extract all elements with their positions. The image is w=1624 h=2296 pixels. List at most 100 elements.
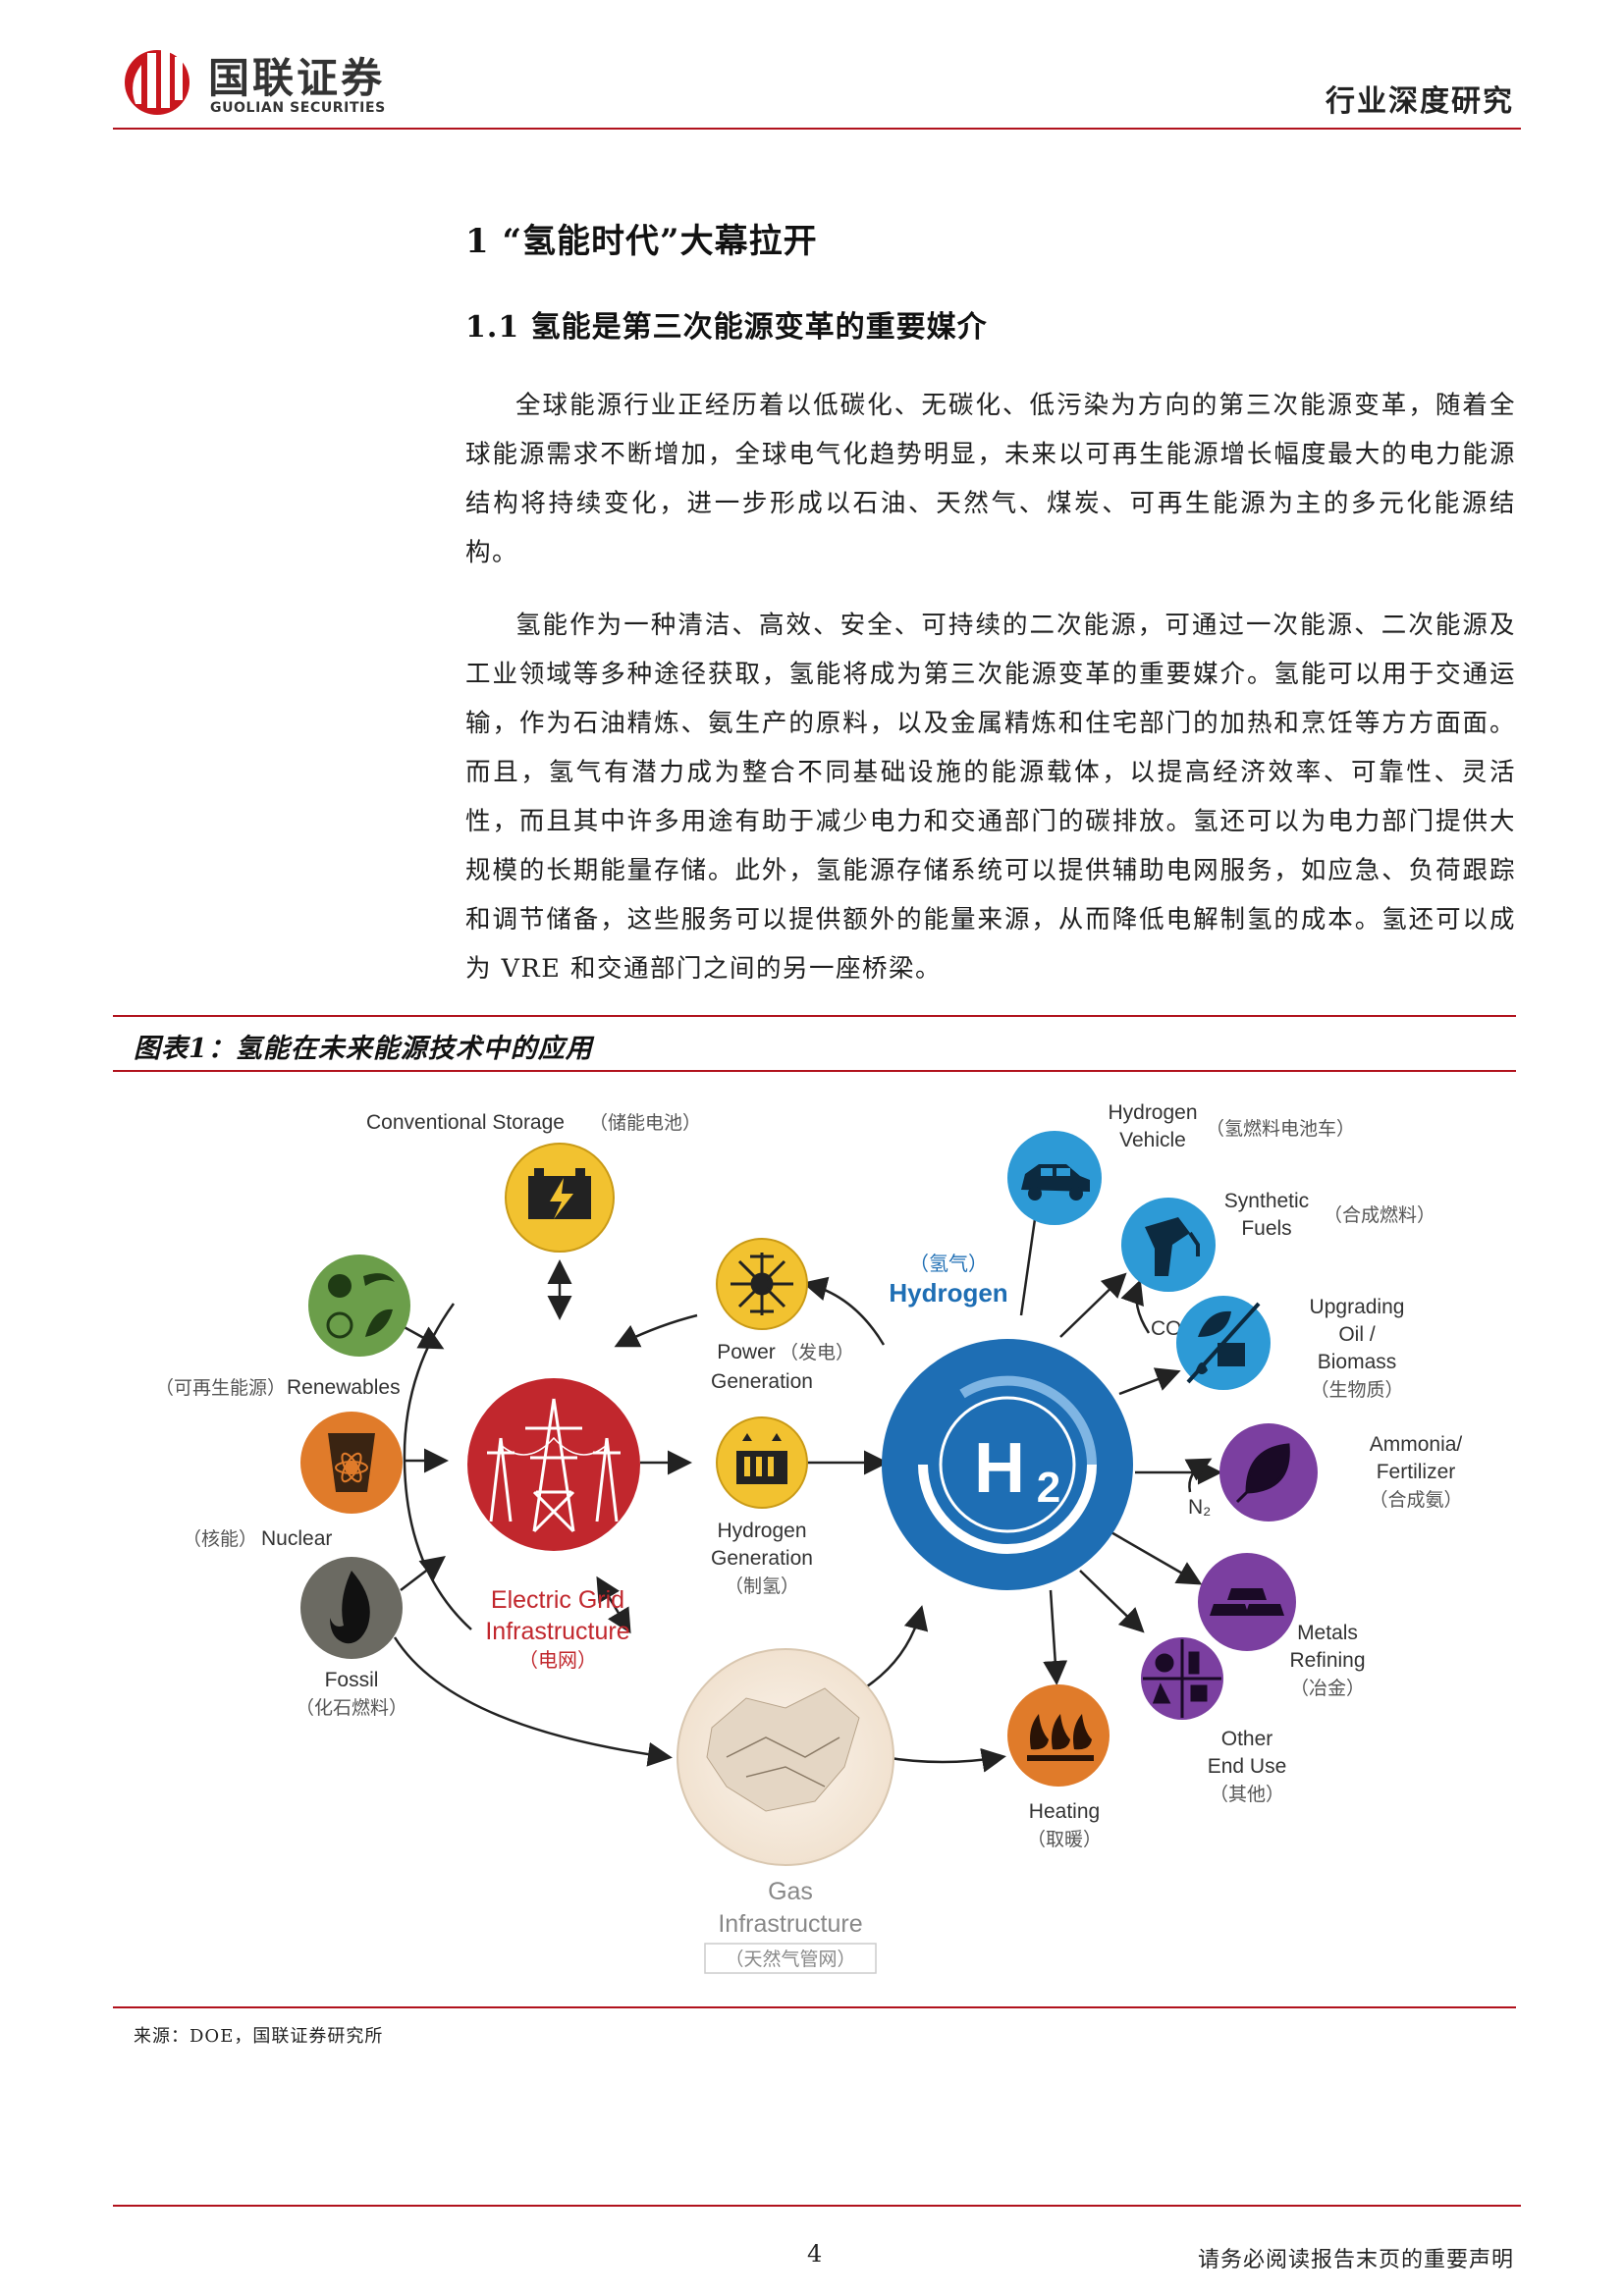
fuel-nozzle-icon [1145, 1217, 1200, 1276]
metals-label-2: Refining [1289, 1649, 1365, 1672]
synthetic-fuels-node: Synthetic Fuels （合成燃料） CO₂ [1121, 1190, 1435, 1340]
heating-flames-icon [1027, 1714, 1094, 1761]
ammonia-label-1: Ammonia/ [1370, 1433, 1463, 1456]
figure-title: 图表1：氢能在未来能源技术中的应用 [134, 1034, 593, 1064]
hydrogen-node: （氢气） Hydrogen H 2 [882, 1252, 1133, 1590]
hydrogen-vehicle-node: Hydrogen Vehicle （氢燃料电池车） [1007, 1101, 1355, 1225]
h2-power-arrow [802, 1276, 886, 1346]
gas-infrastructure-node: Gas Infrastructure （天然气管网） [677, 1648, 894, 1974]
renewables-arrow [400, 1323, 445, 1350]
nuclear-icon [328, 1433, 375, 1492]
renewables-label-cn: （可再生能源） [155, 1377, 286, 1399]
power-generation-node: Power （发电） Generation [711, 1238, 854, 1393]
power-tower-icon [487, 1398, 621, 1533]
subsection-heading: 1.1 氢能是第三次能源变革的重要媒介 [465, 310, 988, 345]
section-heading: 1 “氢能时代”大幕拉开 [465, 222, 818, 261]
vehicle-label-2: Vehicle [1119, 1129, 1186, 1151]
metals-label-cn: （冶金） [1290, 1678, 1365, 1699]
other-label-cn: （其他） [1210, 1784, 1284, 1805]
renewables-label: Renewables [287, 1376, 401, 1399]
paragraph-2: 氢能作为一种清洁、高效、安全、可持续的二次能源，可通过一次能源、二次能源及工业领… [465, 611, 1516, 984]
gas-label-cn: （天然气管网） [725, 1949, 855, 1970]
heating-label: Heating [1029, 1800, 1100, 1823]
turbine-icon [731, 1253, 793, 1315]
upgrading-label-cn: （生物质） [1310, 1379, 1403, 1401]
h2-fuels-arrow [1059, 1272, 1127, 1338]
h2gen-label-cn: （制氢） [725, 1575, 799, 1597]
upgrading-node: Upgrading Oil / Biomass （生物质） [1176, 1296, 1404, 1401]
fuels-label-1: Synthetic [1224, 1190, 1309, 1212]
metals-label-1: Metals [1297, 1622, 1358, 1644]
guolian-logo-icon [125, 47, 189, 115]
h2-symbol: H [974, 1429, 1025, 1508]
h2-swirl-icon [918, 1464, 1097, 1554]
figure-bottom-rule [113, 2006, 1516, 2008]
heating-label-cn: （取暖） [1027, 1829, 1102, 1850]
page-number: 4 [807, 2240, 823, 2268]
fuels-label-2: Fuels [1241, 1217, 1291, 1240]
electric-grid-node: Electric Grid Infrastructure （电网） [467, 1378, 640, 1672]
upgrading-label-2: Oil / [1338, 1323, 1376, 1346]
h2-upgrading-arrow [1118, 1367, 1181, 1396]
storage-label-cn: （储能电池） [589, 1112, 701, 1134]
footer-divider [113, 2205, 1521, 2207]
vehicle-label-cn: （氢燃料电池车） [1206, 1118, 1355, 1140]
flame-icon [330, 1571, 370, 1644]
upgrading-label-1: Upgrading [1310, 1296, 1405, 1318]
vehicle-label-1: Hydrogen [1108, 1101, 1197, 1124]
paragraph-1: 全球能源行业正经历着以低碳化、无碳化、低污染为方向的第三次能源变革，随着全球能源… [465, 391, 1516, 567]
metals-node: Metals Refining （冶金） [1198, 1553, 1366, 1699]
hydrogen-label-cn: （氢气） [909, 1252, 988, 1275]
car-icon [1021, 1164, 1090, 1201]
gas-label-1: Gas [768, 1878, 813, 1905]
grid-gas-arrow [596, 1575, 631, 1634]
nuclear-node: （核能） Nuclear [183, 1412, 403, 1550]
h2gen-label-1: Hydrogen [717, 1520, 806, 1542]
hydrogen-generation-node: Hydrogen Generation （制氢） [711, 1416, 813, 1597]
fuels-label-cn: （合成燃料） [1324, 1204, 1435, 1226]
fossil-label: Fossil [325, 1669, 379, 1691]
h2-metals-arrow [1109, 1529, 1203, 1585]
h2-other-arrow [1079, 1570, 1145, 1633]
grid-label-cn: （电网） [518, 1648, 597, 1672]
electrolyzer-icon [736, 1433, 787, 1484]
leaf-icon [1235, 1443, 1290, 1504]
heating-node: Heating （取暖） [1007, 1684, 1110, 1850]
fossil-grid-arrow [400, 1555, 446, 1591]
hydrogen-label: Hydrogen [889, 1278, 1007, 1308]
h2-subscript: 2 [1037, 1464, 1060, 1512]
ingots-icon [1210, 1588, 1284, 1616]
renewables-node: （可再生能源） Renewables [155, 1255, 410, 1399]
power-label-2: Generation [711, 1370, 813, 1393]
fossil-node: Fossil （化石燃料） [296, 1557, 407, 1719]
figure-title-rule [113, 1070, 1516, 1072]
ammonia-label-cn: （合成氨） [1369, 1489, 1462, 1511]
footer-disclaimer: 请务必阅读报告末页的重要声明 [1197, 2248, 1514, 2272]
other-end-use-node: Other End Use （其他） [1141, 1637, 1286, 1805]
renewables-icon [326, 1273, 395, 1339]
nuclear-label-cn: （核能） [183, 1528, 257, 1550]
logo-text-cn: 国联证券 [208, 54, 386, 102]
co2-arrow [1120, 1279, 1151, 1334]
nuclear-label: Nuclear [261, 1527, 332, 1550]
conventional-storage-node: Conventional Storage （储能电池） [366, 1111, 701, 1253]
grid-input-arc [403, 1303, 472, 1630]
fossil-label-cn: （化石燃料） [296, 1697, 407, 1719]
lab-icon [1143, 1639, 1221, 1718]
power-label-1: Power [717, 1341, 776, 1363]
other-label-1: Other [1221, 1728, 1273, 1750]
n2-arrow [1184, 1458, 1213, 1493]
upgrading-label-3: Biomass [1318, 1351, 1397, 1373]
h2-heating-arrow [1043, 1589, 1068, 1685]
report-type: 行业深度研究 [1326, 84, 1514, 119]
ammonia-label-2: Fertilizer [1377, 1461, 1456, 1483]
grid-label-2: Infrastructure [485, 1618, 629, 1645]
storage-label: Conventional Storage [366, 1111, 565, 1134]
grid-label-1: Electric Grid [491, 1586, 624, 1614]
h2gen-label-2: Generation [711, 1547, 813, 1570]
gas-label-2: Infrastructure [718, 1910, 862, 1938]
logo-text-en: GUOLIAN SECURITIES [210, 100, 386, 116]
power-label-cn: （发电） [780, 1342, 854, 1363]
other-label-2: End Use [1208, 1755, 1287, 1778]
header-divider [113, 128, 1521, 130]
